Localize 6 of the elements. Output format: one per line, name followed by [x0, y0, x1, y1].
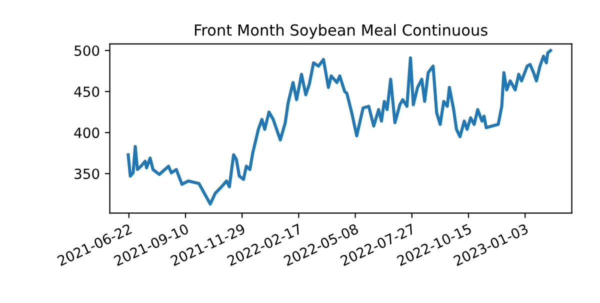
- y-tick-label: 350: [74, 168, 100, 180]
- y-tick-label: 500: [74, 45, 100, 56]
- chart-title: Front Month Soybean Meal Continuous: [194, 24, 488, 39]
- y-tick-label: 450: [74, 86, 100, 98]
- line-series: [126, 48, 552, 206]
- y-tick-label: 400: [74, 128, 100, 138]
